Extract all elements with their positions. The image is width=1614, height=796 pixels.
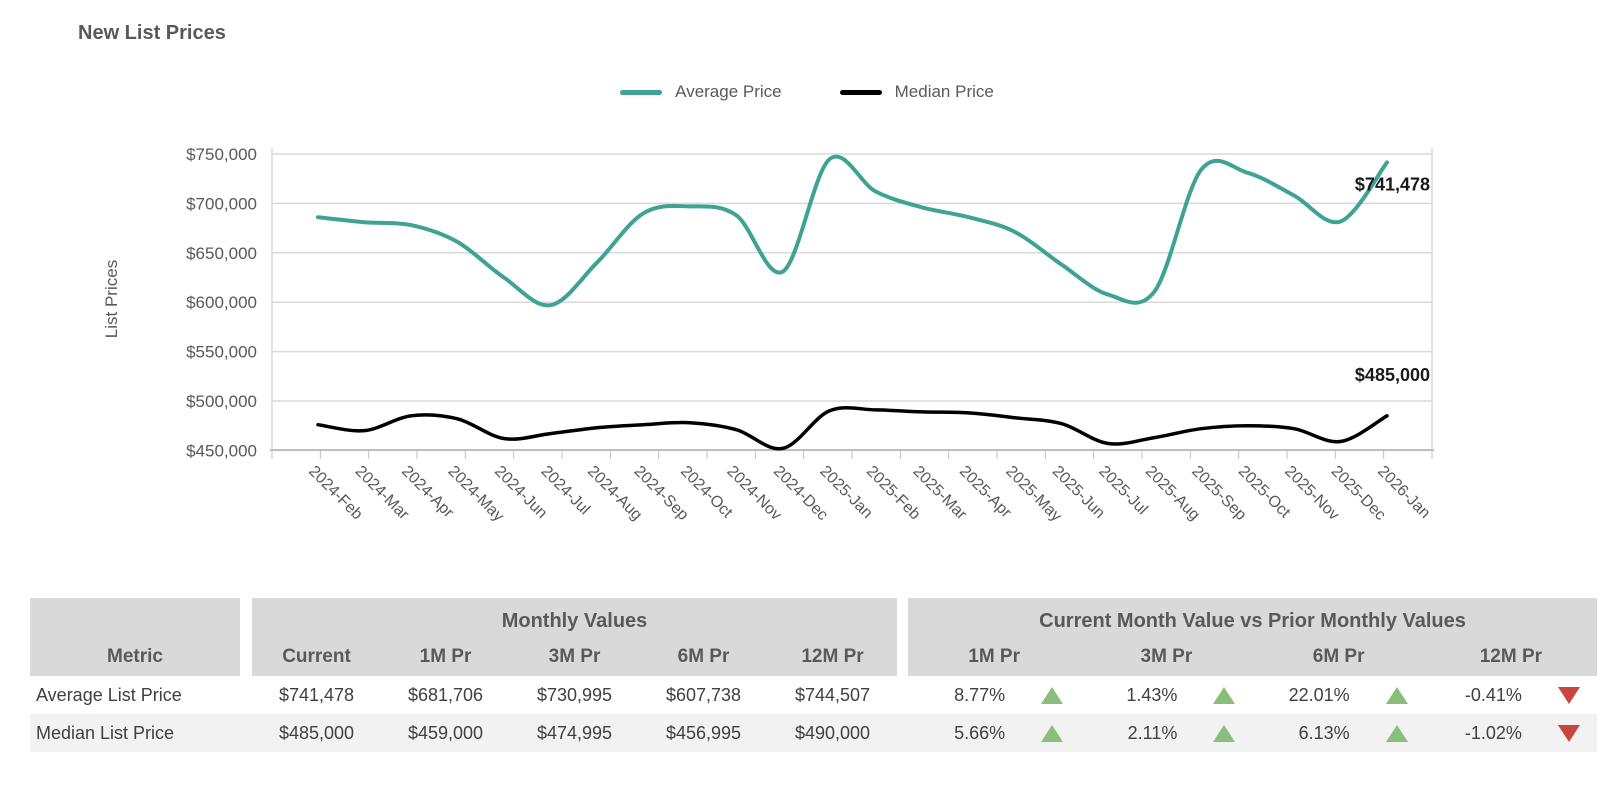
cell-value: $730,995	[536, 684, 613, 705]
svg-text:$500,000: $500,000	[186, 392, 257, 411]
metric-column-block: Metric Average List Price Median List Pr…	[30, 598, 240, 752]
col-header-3m: 3M Pr	[1140, 646, 1193, 667]
table-row-changes: 8.77% 1.43% 22.01% -0.41%	[908, 676, 1597, 714]
summary-table: Metric Average List Price Median List Pr…	[30, 598, 1597, 752]
table-row-values: $741,478 $681,706 $730,995 $607,738 $744…	[252, 676, 897, 714]
plot-border	[270, 148, 1434, 451]
monthly-values-header: Monthly Values Current 1M Pr 3M Pr 6M Pr…	[252, 598, 897, 676]
change-cell: 22.01%	[1253, 685, 1425, 706]
percent-value: 1.43%	[1126, 684, 1178, 705]
trend-up-icon	[1385, 724, 1408, 742]
average-price-line-swatch	[620, 89, 663, 95]
change-cell: -1.02%	[1425, 723, 1597, 744]
y-axis-title: List Prices	[102, 260, 121, 338]
cell-value: $485,000	[278, 722, 355, 743]
percent-value: 2.11%	[1127, 722, 1178, 743]
row-label-average: Average List Price	[36, 684, 182, 705]
percent-value: 6.13%	[1298, 722, 1350, 743]
trend-up-icon	[1213, 724, 1236, 742]
cell-value: $474,995	[536, 722, 613, 743]
comparison-block: Current Month Value vs Prior Monthly Val…	[908, 598, 1597, 752]
trend-up-icon	[1213, 686, 1236, 704]
page-title: New List Prices	[78, 22, 226, 44]
legend-label: Median Price	[894, 82, 994, 101]
trend-up-icon	[1041, 724, 1064, 742]
change-cell: 5.66%	[908, 723, 1080, 744]
row-stripe	[30, 714, 1597, 752]
change-cell: 2.11%	[1080, 723, 1252, 744]
col-header-1m: 1M Pr	[419, 646, 472, 667]
svg-text:$450,000: $450,000	[186, 441, 257, 460]
change-cell: 6.13%	[1253, 723, 1425, 744]
monthly-values-column-headers: Current 1M Pr 3M Pr 6M Pr 12M Pr	[252, 638, 897, 676]
table-row-changes: 5.66% 2.11% 6.13% -1.02%	[908, 714, 1597, 752]
series-lines	[316, 154, 1389, 451]
svg-text:$600,000: $600,000	[186, 293, 257, 312]
col-header-current: Current	[282, 646, 351, 667]
table-row-label: Median List Price	[30, 714, 246, 752]
change-cell: 8.77%	[908, 685, 1080, 706]
percent-value: -1.02%	[1464, 722, 1522, 743]
price-line-chart: $750,000 $700,000 $650,000 $600,000 $550,000…	[102, 145, 1434, 525]
col-header-1m: 1M Pr	[968, 646, 1020, 667]
svg-text:$650,000: $650,000	[186, 244, 257, 263]
svg-text:$550,000: $550,000	[186, 343, 257, 362]
x-axis-tick-labels: 2024-Feb2024-Mar2024-Apr2024-May2024-Jun…	[305, 463, 1433, 525]
col-header-6m: 6M Pr	[677, 646, 730, 667]
percent-value: 22.01%	[1288, 684, 1350, 705]
monthly-values-title: Monthly Values	[501, 610, 648, 632]
comparison-column-headers: 1M Pr 3M Pr 6M Pr 12M Pr	[908, 638, 1597, 676]
cell-value: $459,000	[407, 722, 484, 743]
legend-item-median-price[interactable]: Median Price	[839, 82, 994, 102]
svg-text:$485,000: $485,000	[1355, 365, 1430, 385]
svg-text:$750,000: $750,000	[186, 145, 257, 164]
row-label-median: Median List Price	[36, 722, 175, 743]
legend-label: Average Price	[675, 82, 782, 101]
gridlines	[272, 153, 1432, 452]
svg-text:$741,478: $741,478	[1355, 174, 1430, 194]
col-header-6m: 6M Pr	[1312, 646, 1365, 667]
chart-legend: Average Price Median Price	[0, 82, 1614, 102]
metric-header-label: Metric	[107, 646, 163, 667]
median-price-line-swatch	[839, 89, 882, 95]
col-header-12m: 12M Pr	[1479, 646, 1543, 667]
monthly-values-block: Monthly Values Current 1M Pr 3M Pr 6M Pr…	[252, 598, 897, 752]
table-row-values: $485,000 $459,000 $474,995 $456,995 $490…	[252, 714, 897, 752]
col-header-12m: 12M Pr	[801, 646, 864, 667]
percent-value: 8.77%	[954, 684, 1006, 705]
comparison-header: Current Month Value vs Prior Monthly Val…	[908, 598, 1597, 676]
legend-item-average-price[interactable]: Average Price	[620, 82, 782, 102]
cell-value: $456,995	[665, 722, 742, 743]
cell-value: $681,706	[407, 684, 484, 705]
cell-value: $607,738	[665, 684, 742, 705]
comparison-title: Current Month Value vs Prior Monthly Val…	[1039, 610, 1466, 632]
x-axis-ticks	[271, 450, 1433, 459]
cell-value: $741,478	[278, 684, 355, 705]
trend-up-icon	[1041, 686, 1064, 704]
cell-value: $490,000	[794, 722, 871, 743]
change-cell: 1.43%	[1080, 685, 1252, 706]
series-end-value-labels: $741,478 $485,000	[1355, 174, 1430, 384]
percent-value: -0.41%	[1464, 684, 1522, 705]
trend-up-icon	[1385, 686, 1408, 704]
percent-value: 5.66%	[954, 722, 1006, 743]
y-axis-tick-labels: $750,000 $700,000 $650,000 $600,000 $550,000…	[186, 145, 257, 460]
trend-down-icon	[1557, 724, 1580, 742]
svg-text:$700,000: $700,000	[186, 194, 257, 213]
col-header-3m: 3M Pr	[548, 646, 601, 667]
metric-header-cell: Metric	[30, 598, 240, 676]
table-row-label: Average List Price	[30, 676, 246, 714]
change-cell: -0.41%	[1425, 685, 1597, 706]
cell-value: $744,507	[794, 684, 871, 705]
trend-down-icon	[1557, 686, 1580, 704]
